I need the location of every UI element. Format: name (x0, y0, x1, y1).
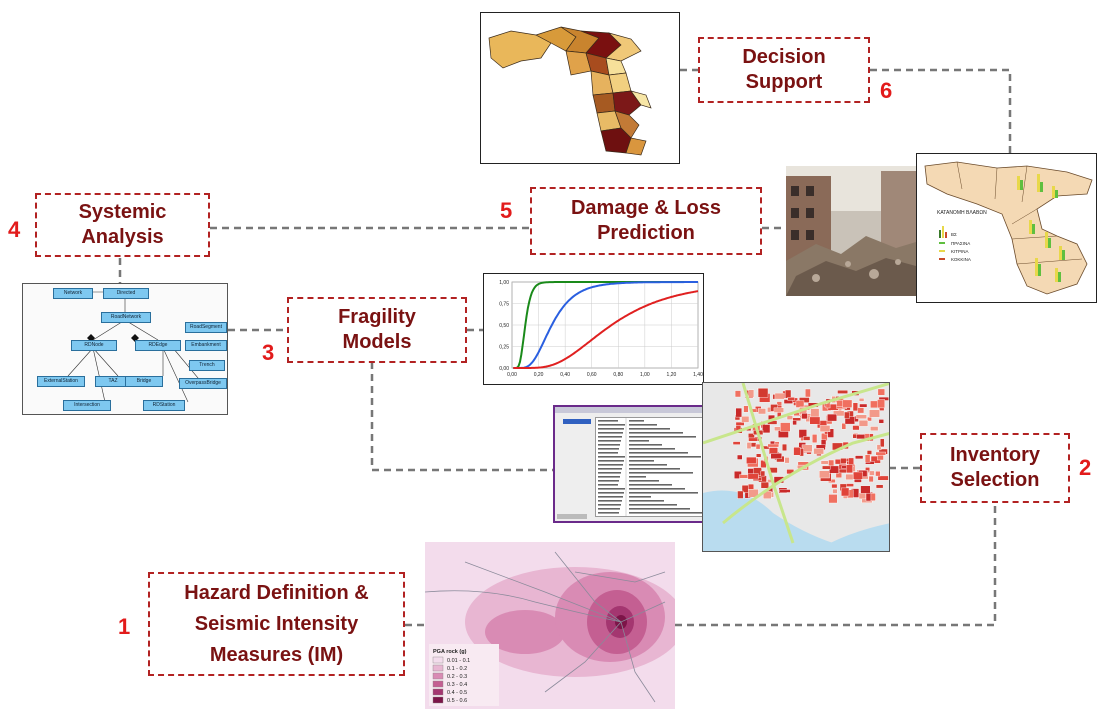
damage-map-graphic: ΚΑΤΑΝΟΜΗ ΒΛΑΒΩΝ ΒΣ ΠΡΑΣΙΝΑ ΚΙΤΡΙΝΑ ΚΟΚΚΙ… (924, 161, 1093, 295)
uml-node-network: Network (53, 288, 93, 299)
damage-legend-3: ΚΟΚΚΙΝΑ (951, 257, 971, 262)
window-status (557, 514, 587, 519)
decision-map-panel (480, 12, 680, 164)
step-6-line-2: Support (745, 71, 823, 93)
building-blocks-map (703, 383, 889, 551)
uml-node-intersection: Intersection (63, 400, 111, 411)
step-3-line-2: Models (342, 331, 412, 353)
uml-node-externalstation: ExternalStation (37, 376, 85, 387)
fragility-x-tick: 1,20 (667, 372, 677, 378)
damage-map-title: ΚΑΤΑΝΟΜΗ ΒΛΑΒΩΝ (937, 210, 987, 216)
damage-legend-2: ΚΙΤΡΙΝΑ (951, 249, 969, 254)
step-number-3: 3 (262, 340, 275, 365)
uml-node-roadnetwork: RoadNetwork (101, 312, 151, 323)
uml-node-embankment: Embankment (185, 340, 227, 351)
uml-node-bridge: Bridge (125, 376, 163, 387)
fragility-curves-chart: 1,00 0,75 0,50 0,25 0,00 0,00 0,20 0,40 0,60 0,8… (499, 280, 703, 378)
pga-legend: PGA rock (g) 0.01 - 0.1 0.1 - 0.2 0.2 - 0.… (429, 644, 499, 706)
uml-node-rdedge: RDEdge (135, 340, 181, 351)
pga-legend-swatch (432, 696, 444, 704)
fragility-x-tick: 0,00 (507, 372, 517, 378)
pga-legend-title: PGA rock (g) (433, 649, 467, 655)
step-box-decision-support: Decision Support (698, 37, 870, 103)
fragility-x-tick: 0,20 (534, 372, 544, 378)
attribute-table (595, 417, 709, 517)
earthquake-damage-photo (786, 166, 916, 296)
step-1-line-2: Seismic Intensity (194, 612, 359, 635)
step-2-line-2: Selection (950, 469, 1040, 491)
step-6-line-1: Decision (742, 46, 826, 68)
attribute-rows (598, 418, 703, 516)
fragility-y-tick: 0,75 (499, 302, 509, 308)
collapsed-building-image (786, 166, 916, 296)
fragility-x-tick: 0,60 (587, 372, 597, 378)
fragility-x-tick: 0,40 (560, 372, 570, 378)
fragility-curve (513, 281, 698, 369)
pga-legend-swatch (432, 664, 444, 672)
fragility-y-tick: 0,50 (499, 323, 509, 329)
step-3-line-1: Fragility (338, 306, 416, 328)
step-box-fragility-models: Fragility Models (287, 297, 467, 363)
uml-node-trench: Trench (189, 360, 225, 371)
fragility-x-tick: 1,00 (640, 372, 650, 378)
step-4-line-2: Analysis (81, 226, 164, 248)
step-box-hazard-definition: Hazard Definition & Seismic Intensity Me… (148, 572, 405, 676)
uml-node-overpassbridge: OverpassBridge (179, 378, 227, 389)
pga-legend-label: 0.01 - 0.1 (447, 658, 470, 664)
pga-legend-label: 0.2 - 0.3 (447, 674, 467, 680)
pga-legend-label: 0.4 - 0.5 (447, 690, 467, 696)
fragility-curve (513, 290, 699, 369)
uml-node-rdnode: RDNode (71, 340, 117, 351)
step-5-line-2: Prediction (597, 222, 695, 244)
fragility-x-tick: 1,40 (693, 372, 703, 378)
hazard-pga-map: PGA rock (g) 0.01 - 0.1 0.1 - 0.2 0.2 - 0.… (425, 542, 675, 709)
pga-legend-label: 0.5 - 0.6 (447, 698, 467, 704)
step-number-6: 6 (880, 78, 893, 103)
fragility-y-tick: 0,00 (499, 366, 509, 372)
damage-bars (1017, 174, 1065, 282)
pga-legend-swatch (432, 688, 444, 696)
damage-map-legend: ΒΣ ΠΡΑΣΙΝΑ ΚΙΤΡΙΝΑ ΚΟΚΚΙΝΑ (939, 226, 971, 262)
fragility-x-tick: 0,80 (613, 372, 623, 378)
inventory-attribute-window (553, 405, 713, 523)
pga-legend-swatch (432, 672, 444, 680)
step-5-line-1: Damage & Loss (570, 197, 722, 219)
step-1-line-1: Hazard Definition & (184, 581, 369, 604)
step-box-damage-loss: Damage & Loss Prediction (530, 187, 762, 255)
uml-node-rdstation: RDStation (143, 400, 185, 411)
uml-class-diagram: Network Directed RoadNetwork RDNode RDEd… (22, 283, 228, 415)
pga-legend-label: 0.1 - 0.2 (447, 666, 467, 672)
fragility-y-tick: 0,25 (499, 345, 509, 351)
uml-node-directed: Directed (103, 288, 149, 299)
step-4-line-1: Systemic (78, 201, 167, 223)
fragility-chart-panel: 1,00 0,75 0,50 0,25 0,00 0,00 0,20 0,40 0,60 0,8… (483, 273, 704, 385)
step-number-1: 1 (118, 614, 131, 639)
step-number-2: 2 (1079, 455, 1092, 480)
pga-legend-swatch (432, 656, 444, 664)
fragility-y-tick: 1,00 (499, 280, 509, 286)
window-blue-bar (563, 419, 591, 424)
damage-legend-1: ΠΡΑΣΙΝΑ (951, 241, 970, 246)
damage-distribution-map: ΚΑΤΑΝΟΜΗ ΒΛΑΒΩΝ ΒΣ ΠΡΑΣΙΝΑ ΚΙΤΡΙΝΑ ΚΟΚΚΙ… (916, 153, 1097, 303)
step-box-systemic-analysis: Systemic Analysis (35, 193, 210, 257)
damage-legend-0: ΒΣ (951, 232, 957, 237)
pga-legend-swatch (432, 680, 444, 688)
step-number-4: 4 (8, 217, 21, 242)
step-1-line-3: Measures (IM) (209, 643, 344, 666)
step-number-5: 5 (500, 198, 513, 223)
inventory-city-map (702, 382, 890, 552)
window-title-bar (555, 407, 711, 413)
pga-contour-map: PGA rock (g) 0.01 - 0.1 0.1 - 0.2 0.2 - 0.… (425, 542, 675, 709)
step-box-inventory-selection: Inventory Selection (920, 433, 1070, 503)
step-2-line-1: Inventory (949, 444, 1041, 466)
uml-node-roadsegment: RoadSegment (185, 322, 227, 333)
pga-legend-label: 0.3 - 0.4 (447, 682, 467, 688)
district-choropleth-map (488, 26, 652, 156)
